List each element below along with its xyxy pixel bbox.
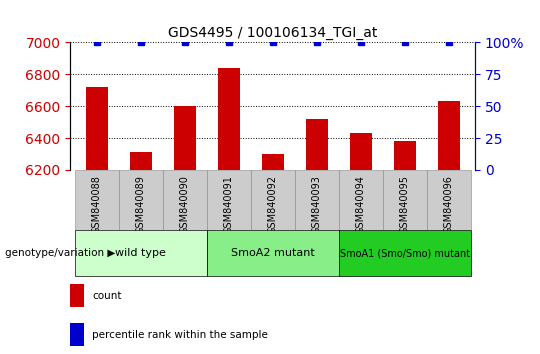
Text: GSM840094: GSM840094 bbox=[356, 175, 366, 234]
Bar bbox=[70, 284, 84, 307]
Text: GSM840089: GSM840089 bbox=[136, 175, 146, 234]
Text: percentile rank within the sample: percentile rank within the sample bbox=[92, 330, 268, 339]
Text: GSM840093: GSM840093 bbox=[312, 175, 322, 234]
Bar bbox=[427, 170, 471, 230]
Bar bbox=[251, 170, 295, 230]
Text: GSM840095: GSM840095 bbox=[400, 175, 410, 234]
Bar bbox=[438, 101, 460, 170]
Text: GSM840090: GSM840090 bbox=[180, 175, 190, 234]
Bar bbox=[350, 133, 372, 170]
Bar bbox=[130, 152, 152, 170]
Text: count: count bbox=[92, 291, 122, 301]
Bar bbox=[163, 170, 207, 230]
Bar bbox=[218, 68, 240, 170]
Bar bbox=[383, 170, 427, 230]
Bar bbox=[295, 170, 339, 230]
Text: GSM840091: GSM840091 bbox=[224, 175, 234, 234]
Text: GSM840092: GSM840092 bbox=[268, 175, 278, 234]
Bar bbox=[207, 170, 251, 230]
Text: wild type: wild type bbox=[115, 248, 166, 258]
Bar bbox=[86, 87, 107, 170]
Bar bbox=[262, 154, 284, 170]
Bar bbox=[75, 170, 119, 230]
Text: SmoA1 (Smo/Smo) mutant: SmoA1 (Smo/Smo) mutant bbox=[340, 248, 470, 258]
Bar bbox=[119, 170, 163, 230]
Text: SmoA2 mutant: SmoA2 mutant bbox=[231, 248, 315, 258]
Bar bbox=[70, 323, 84, 346]
Bar bbox=[394, 141, 416, 170]
Bar bbox=[339, 230, 471, 276]
Text: GSM840096: GSM840096 bbox=[444, 175, 454, 234]
Text: GSM840088: GSM840088 bbox=[92, 175, 102, 234]
Bar bbox=[75, 230, 207, 276]
Text: genotype/variation ▶: genotype/variation ▶ bbox=[5, 248, 116, 258]
Bar bbox=[306, 119, 328, 170]
Title: GDS4495 / 100106134_TGI_at: GDS4495 / 100106134_TGI_at bbox=[168, 26, 377, 40]
Bar bbox=[339, 170, 383, 230]
Bar bbox=[207, 230, 339, 276]
Bar bbox=[174, 106, 195, 170]
